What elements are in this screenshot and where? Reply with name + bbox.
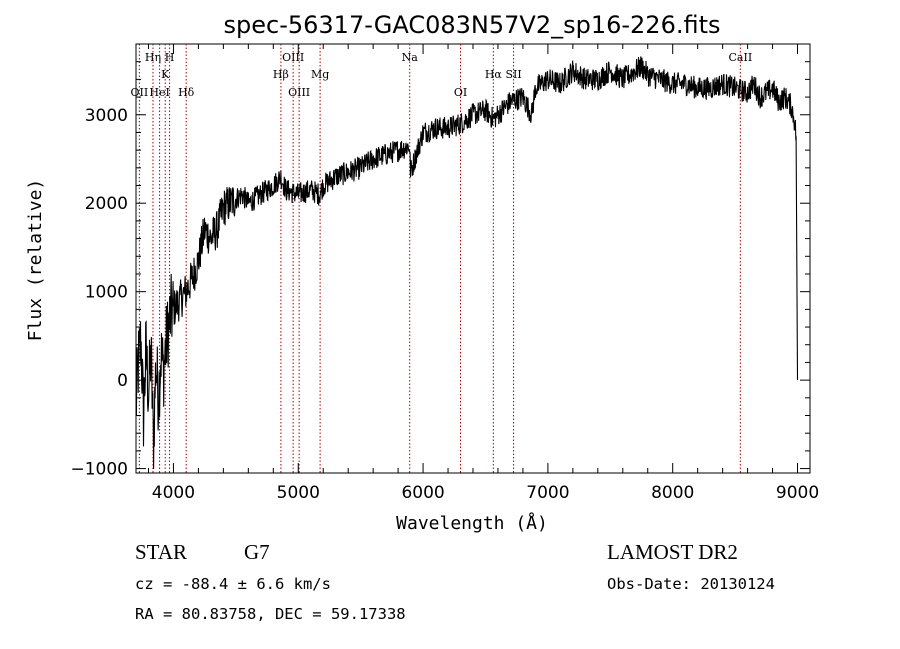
y-axis-ticks: −1000 0 1000 2000 3000 <box>70 43 810 480</box>
spectral-line-label: Hδ <box>178 86 195 99</box>
spectral-line-label: OIII <box>288 86 310 99</box>
spectral-line-label: SII <box>505 68 521 81</box>
spectral-line-label: H <box>165 51 175 64</box>
spectral-line-label: OII <box>131 86 149 99</box>
spectral-line-label: Na <box>402 51 419 64</box>
spectral-line-label: Hη <box>145 51 161 64</box>
x-axis-title: Wavelength (Å) <box>396 512 548 534</box>
object-subclass: G7 <box>244 540 270 564</box>
x-tick-label: 9000 <box>776 483 819 503</box>
coordinates: RA = 80.83758, DEC = 59.17338 <box>135 605 406 623</box>
x-tick-label: 4000 <box>152 483 195 503</box>
y-tick-label: 2000 <box>85 194 128 214</box>
spectral-line-label: HeI <box>149 86 169 99</box>
spectral-line-label: Mg <box>311 68 329 81</box>
spectral-line-label: Hα <box>485 68 503 81</box>
spectral-line-label: K <box>161 68 170 81</box>
y-tick-label: 0 <box>117 371 128 391</box>
x-axis-ticks: 4000 5000 6000 7000 8000 9000 <box>147 44 819 503</box>
spectral-line-label: CaII <box>729 51 753 64</box>
x-tick-label: 7000 <box>526 483 569 503</box>
y-tick-label: 1000 <box>85 283 128 303</box>
spectral-line-label: OI <box>454 86 467 99</box>
chart-title: spec-56317-GAC083N57V2_sp16-226.fits <box>224 11 721 39</box>
x-tick-label: 8000 <box>651 483 694 503</box>
survey-name: LAMOST DR2 <box>607 540 738 564</box>
observation-date: Obs-Date: 20130124 <box>607 575 775 593</box>
spectrum-line <box>135 56 799 470</box>
spectral-line-label: OIII <box>282 51 304 64</box>
spectral-line-label: Hβ <box>273 68 289 81</box>
y-axis-title: Flux (relative) <box>25 179 46 342</box>
x-tick-label: 6000 <box>401 483 444 503</box>
object-type: STAR <box>135 540 187 564</box>
redshift-info: cz = -88.4 ± 6.6 km/s <box>135 575 331 593</box>
y-tick-label: −1000 <box>70 460 128 480</box>
x-tick-label: 5000 <box>277 483 320 503</box>
y-tick-label: 3000 <box>85 106 128 126</box>
